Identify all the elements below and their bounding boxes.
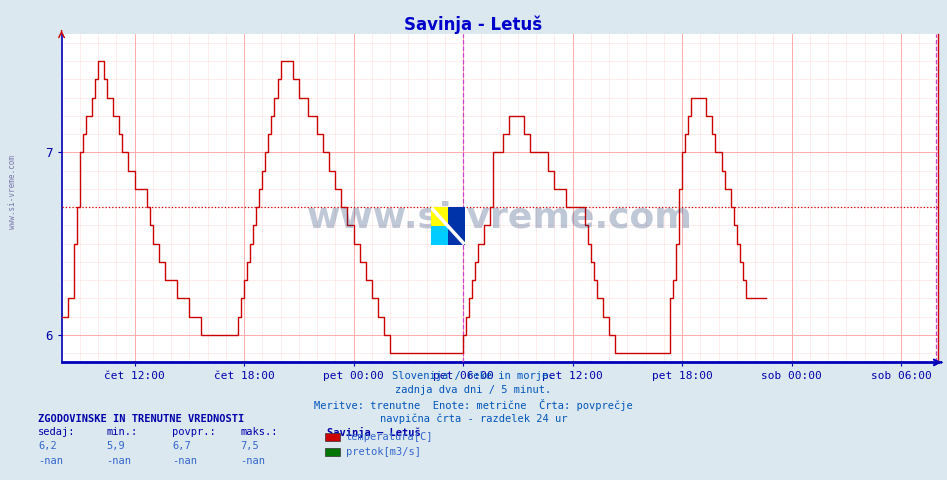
Text: ZGODOVINSKE IN TRENUTNE VREDNOSTI: ZGODOVINSKE IN TRENUTNE VREDNOSTI [38, 414, 244, 424]
Text: -nan: -nan [106, 456, 131, 466]
Text: www.si-vreme.com: www.si-vreme.com [8, 155, 17, 229]
Text: Meritve: trenutne  Enote: metrične  Črta: povprečje: Meritve: trenutne Enote: metrične Črta: … [314, 399, 633, 411]
Text: navpična črta - razdelek 24 ur: navpična črta - razdelek 24 ur [380, 414, 567, 424]
Text: 7,5: 7,5 [241, 441, 259, 451]
Text: Savinja – Letuš: Savinja – Letuš [327, 427, 420, 438]
Text: Savinja - Letuš: Savinja - Letuš [404, 15, 543, 34]
Text: -nan: -nan [38, 456, 63, 466]
Text: min.:: min.: [106, 427, 137, 437]
Bar [431, 207, 448, 226]
Text: Slovenija / reke in morje.: Slovenija / reke in morje. [392, 371, 555, 381]
Text: pretok[m3/s]: pretok[m3/s] [346, 447, 420, 456]
Text: sedaj:: sedaj: [38, 427, 76, 437]
Text: -nan: -nan [241, 456, 265, 466]
Text: povpr.:: povpr.: [172, 427, 216, 437]
Bar [431, 226, 448, 245]
Text: zadnja dva dni / 5 minut.: zadnja dva dni / 5 minut. [396, 385, 551, 395]
Text: 6,2: 6,2 [38, 441, 57, 451]
Text: -nan: -nan [172, 456, 197, 466]
Text: 6,7: 6,7 [172, 441, 191, 451]
Text: 5,9: 5,9 [106, 441, 125, 451]
Polygon shape [448, 207, 465, 245]
Text: maks.:: maks.: [241, 427, 278, 437]
Text: www.si-vreme.com: www.si-vreme.com [307, 201, 692, 235]
Text: temperatura[C]: temperatura[C] [346, 432, 433, 442]
